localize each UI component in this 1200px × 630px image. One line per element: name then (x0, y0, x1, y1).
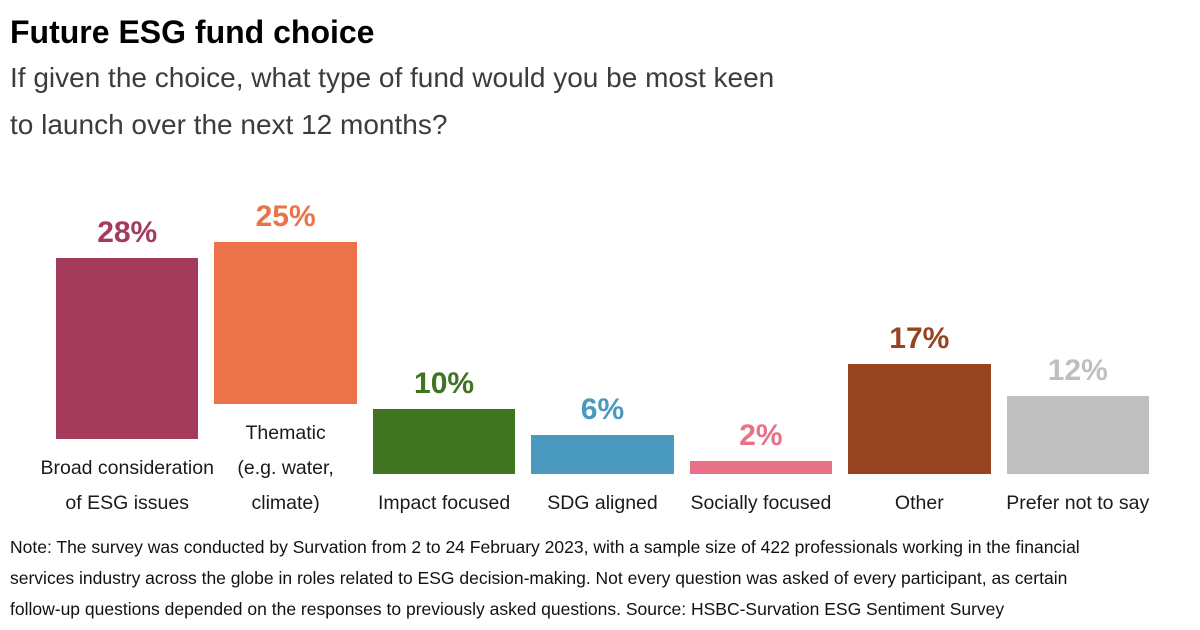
chart-subtitle-line2: to launch over the next 12 months? (10, 109, 448, 140)
source-note: Note: The survey was conducted by Survat… (10, 537, 1080, 619)
bar (848, 364, 991, 474)
bar (689, 461, 833, 474)
bar-category-label: Socially focused (690, 492, 832, 514)
bar-area: 10% (372, 236, 516, 474)
bar-area: 12% (1006, 236, 1149, 474)
bar-value-label: 6% (580, 393, 625, 426)
bar-area: 28% (56, 201, 199, 439)
chart-title: Future ESG fund choice (10, 14, 375, 50)
bar-category-label: SDG aligned (547, 492, 658, 514)
bar-category-label: Other (894, 492, 944, 514)
bar-category-label: Thematic (e.g. water, climate) (237, 422, 334, 514)
bar-chart: 28% Broad consideration of ESG issues 25% Th… (40, 166, 1150, 521)
chart-subtitle-line1: If given the choice, what type of fund w… (10, 62, 775, 93)
bar-area: 17% (848, 236, 991, 474)
bar-column: 12% Prefer not to say (1006, 236, 1150, 521)
bar-category-label: Broad consideration of ESG issues (40, 457, 214, 514)
bar-category-label: Impact focused (377, 492, 511, 514)
bar-area: 25% (214, 166, 357, 404)
bar-column: 25% Thematic (e.g. water, climate) (214, 166, 357, 521)
bar (531, 435, 674, 474)
bar-value-label: 25% (255, 200, 316, 233)
bar-columns: 28% Broad consideration of ESG issues 25% Th… (40, 166, 1150, 521)
bar-category-label: Prefer not to say (1006, 492, 1150, 514)
bar (56, 258, 199, 439)
bar-area: 2% (689, 236, 833, 474)
bar-column: 2% Socially focused (689, 236, 833, 521)
bar-value-label: 17% (889, 322, 950, 355)
bar-column: 17% Other (848, 236, 991, 521)
bar-column: 28% Broad consideration of ESG issues (40, 201, 213, 521)
bar-value-label: 10% (414, 367, 475, 400)
bar (1006, 396, 1149, 474)
bar-value-label: 12% (1047, 354, 1108, 387)
chart-footer: Note: The survey was conducted by Survat… (0, 532, 1200, 625)
bar-column: 6% SDG aligned (531, 236, 674, 521)
chart-header: Future ESG fund choice If given the choi… (0, 0, 1200, 148)
bar (372, 409, 516, 474)
bar-column: 10% Impact focused (372, 236, 516, 521)
bar (214, 242, 357, 404)
bar-value-label: 28% (97, 216, 158, 249)
chart-subtitle: If given the choice, what type of fund w… (10, 54, 1190, 148)
bar-value-label: 2% (739, 419, 783, 452)
bar-area: 6% (531, 236, 674, 474)
